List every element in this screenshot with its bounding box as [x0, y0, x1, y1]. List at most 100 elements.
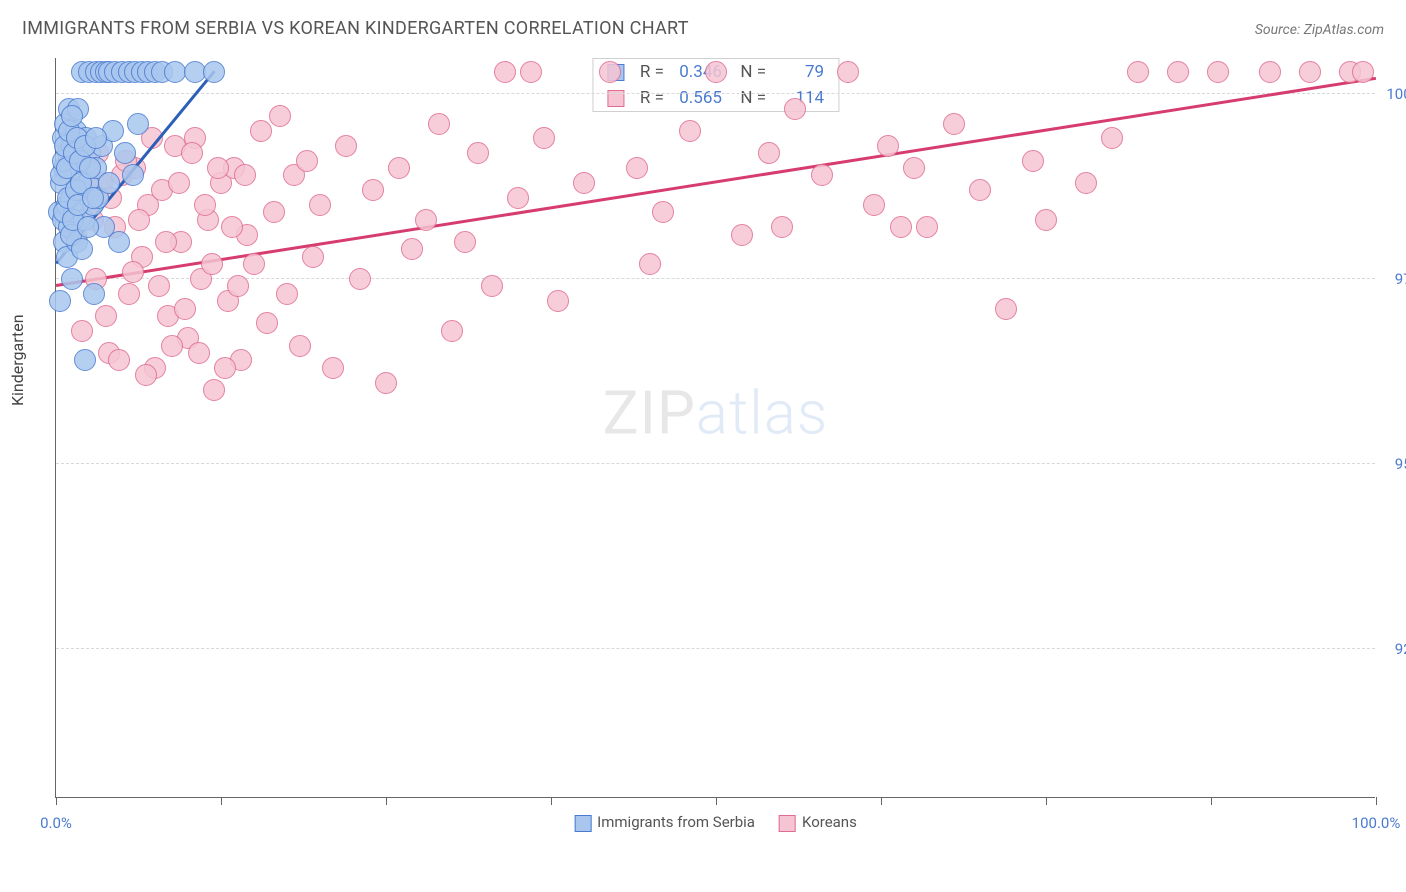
data-point	[1022, 150, 1044, 172]
data-point	[114, 142, 136, 164]
data-point	[108, 231, 130, 253]
data-point	[79, 157, 101, 179]
data-point	[1259, 61, 1281, 83]
data-point	[181, 142, 203, 164]
watermark: ZIPatlas	[603, 377, 829, 448]
scatter-plot: ZIPatlas R =0.346 N =79 R =0.565 N =114 …	[55, 58, 1375, 798]
y-tick-label: 92.5%	[1380, 640, 1406, 658]
data-point	[127, 113, 149, 135]
data-point	[626, 157, 648, 179]
data-point	[161, 335, 183, 357]
data-point	[1352, 61, 1374, 83]
data-point	[467, 142, 489, 164]
data-point	[201, 253, 223, 275]
data-point	[263, 201, 285, 223]
data-point	[77, 216, 99, 238]
data-point	[415, 209, 437, 231]
legend-swatch-koreans	[779, 815, 796, 832]
source-attribution: Source: ZipAtlas.com	[1255, 22, 1384, 38]
data-point	[243, 253, 265, 275]
data-point	[705, 61, 727, 83]
data-point	[811, 164, 833, 186]
x-legend: Immigrants from Serbia Koreans	[574, 813, 857, 832]
data-point	[1127, 61, 1149, 83]
data-point	[375, 372, 397, 394]
data-point	[82, 187, 104, 209]
data-point	[71, 238, 93, 260]
y-tick-label: 97.5%	[1380, 270, 1406, 288]
data-point	[289, 335, 311, 357]
data-point	[276, 283, 298, 305]
data-point	[250, 120, 272, 142]
y-tick-label: 95.0%	[1380, 455, 1406, 473]
data-point	[203, 379, 225, 401]
data-point	[322, 357, 344, 379]
data-point	[174, 298, 196, 320]
x-tick	[1046, 797, 1047, 805]
data-point	[118, 283, 140, 305]
x-tick	[881, 797, 882, 805]
data-point	[83, 283, 105, 305]
x-legend-item: Koreans	[779, 813, 857, 832]
data-point	[1207, 61, 1229, 83]
data-point	[943, 113, 965, 135]
data-point	[135, 364, 157, 386]
data-point	[49, 290, 71, 312]
data-point	[599, 61, 621, 83]
data-point	[731, 224, 753, 246]
data-point	[203, 61, 225, 83]
data-point	[71, 320, 93, 342]
x-tick	[386, 797, 387, 805]
gridline	[56, 463, 1375, 464]
data-point	[184, 61, 206, 83]
data-point	[155, 231, 177, 253]
data-point	[256, 312, 278, 334]
x-tick	[1376, 797, 1377, 805]
data-point	[74, 349, 96, 371]
data-point	[362, 179, 384, 201]
data-point	[679, 120, 701, 142]
data-point	[108, 349, 130, 371]
data-point	[302, 246, 324, 268]
data-point	[335, 135, 357, 157]
data-point	[533, 127, 555, 149]
data-point	[349, 268, 371, 290]
data-point	[221, 216, 243, 238]
data-point	[296, 150, 318, 172]
data-point	[758, 142, 780, 164]
x-legend-item: Immigrants from Serbia	[574, 813, 755, 832]
data-point	[234, 164, 256, 186]
data-point	[214, 357, 236, 379]
data-point	[388, 157, 410, 179]
data-point	[1167, 61, 1189, 83]
data-point	[916, 216, 938, 238]
data-point	[507, 187, 529, 209]
data-point	[771, 216, 793, 238]
gridline	[56, 648, 1375, 649]
data-point	[1101, 127, 1123, 149]
data-point	[428, 113, 450, 135]
data-point	[61, 268, 83, 290]
data-point	[520, 61, 542, 83]
data-point	[1075, 172, 1097, 194]
data-point	[547, 290, 569, 312]
data-point	[863, 194, 885, 216]
x-tick-label: 100.0%	[1352, 814, 1401, 832]
data-point	[454, 231, 476, 253]
data-point	[188, 342, 210, 364]
data-point	[903, 157, 925, 179]
data-point	[481, 275, 503, 297]
data-point	[890, 216, 912, 238]
x-tick	[221, 797, 222, 805]
y-axis-label: Kindergarten	[8, 314, 27, 406]
data-point	[207, 157, 229, 179]
data-point	[441, 320, 463, 342]
x-tick-label: 0.0%	[40, 814, 72, 832]
data-point	[227, 275, 249, 297]
data-point	[652, 201, 674, 223]
data-point	[573, 172, 595, 194]
data-point	[877, 135, 899, 157]
data-point	[269, 105, 291, 127]
data-point	[784, 98, 806, 120]
data-point	[1035, 209, 1057, 231]
